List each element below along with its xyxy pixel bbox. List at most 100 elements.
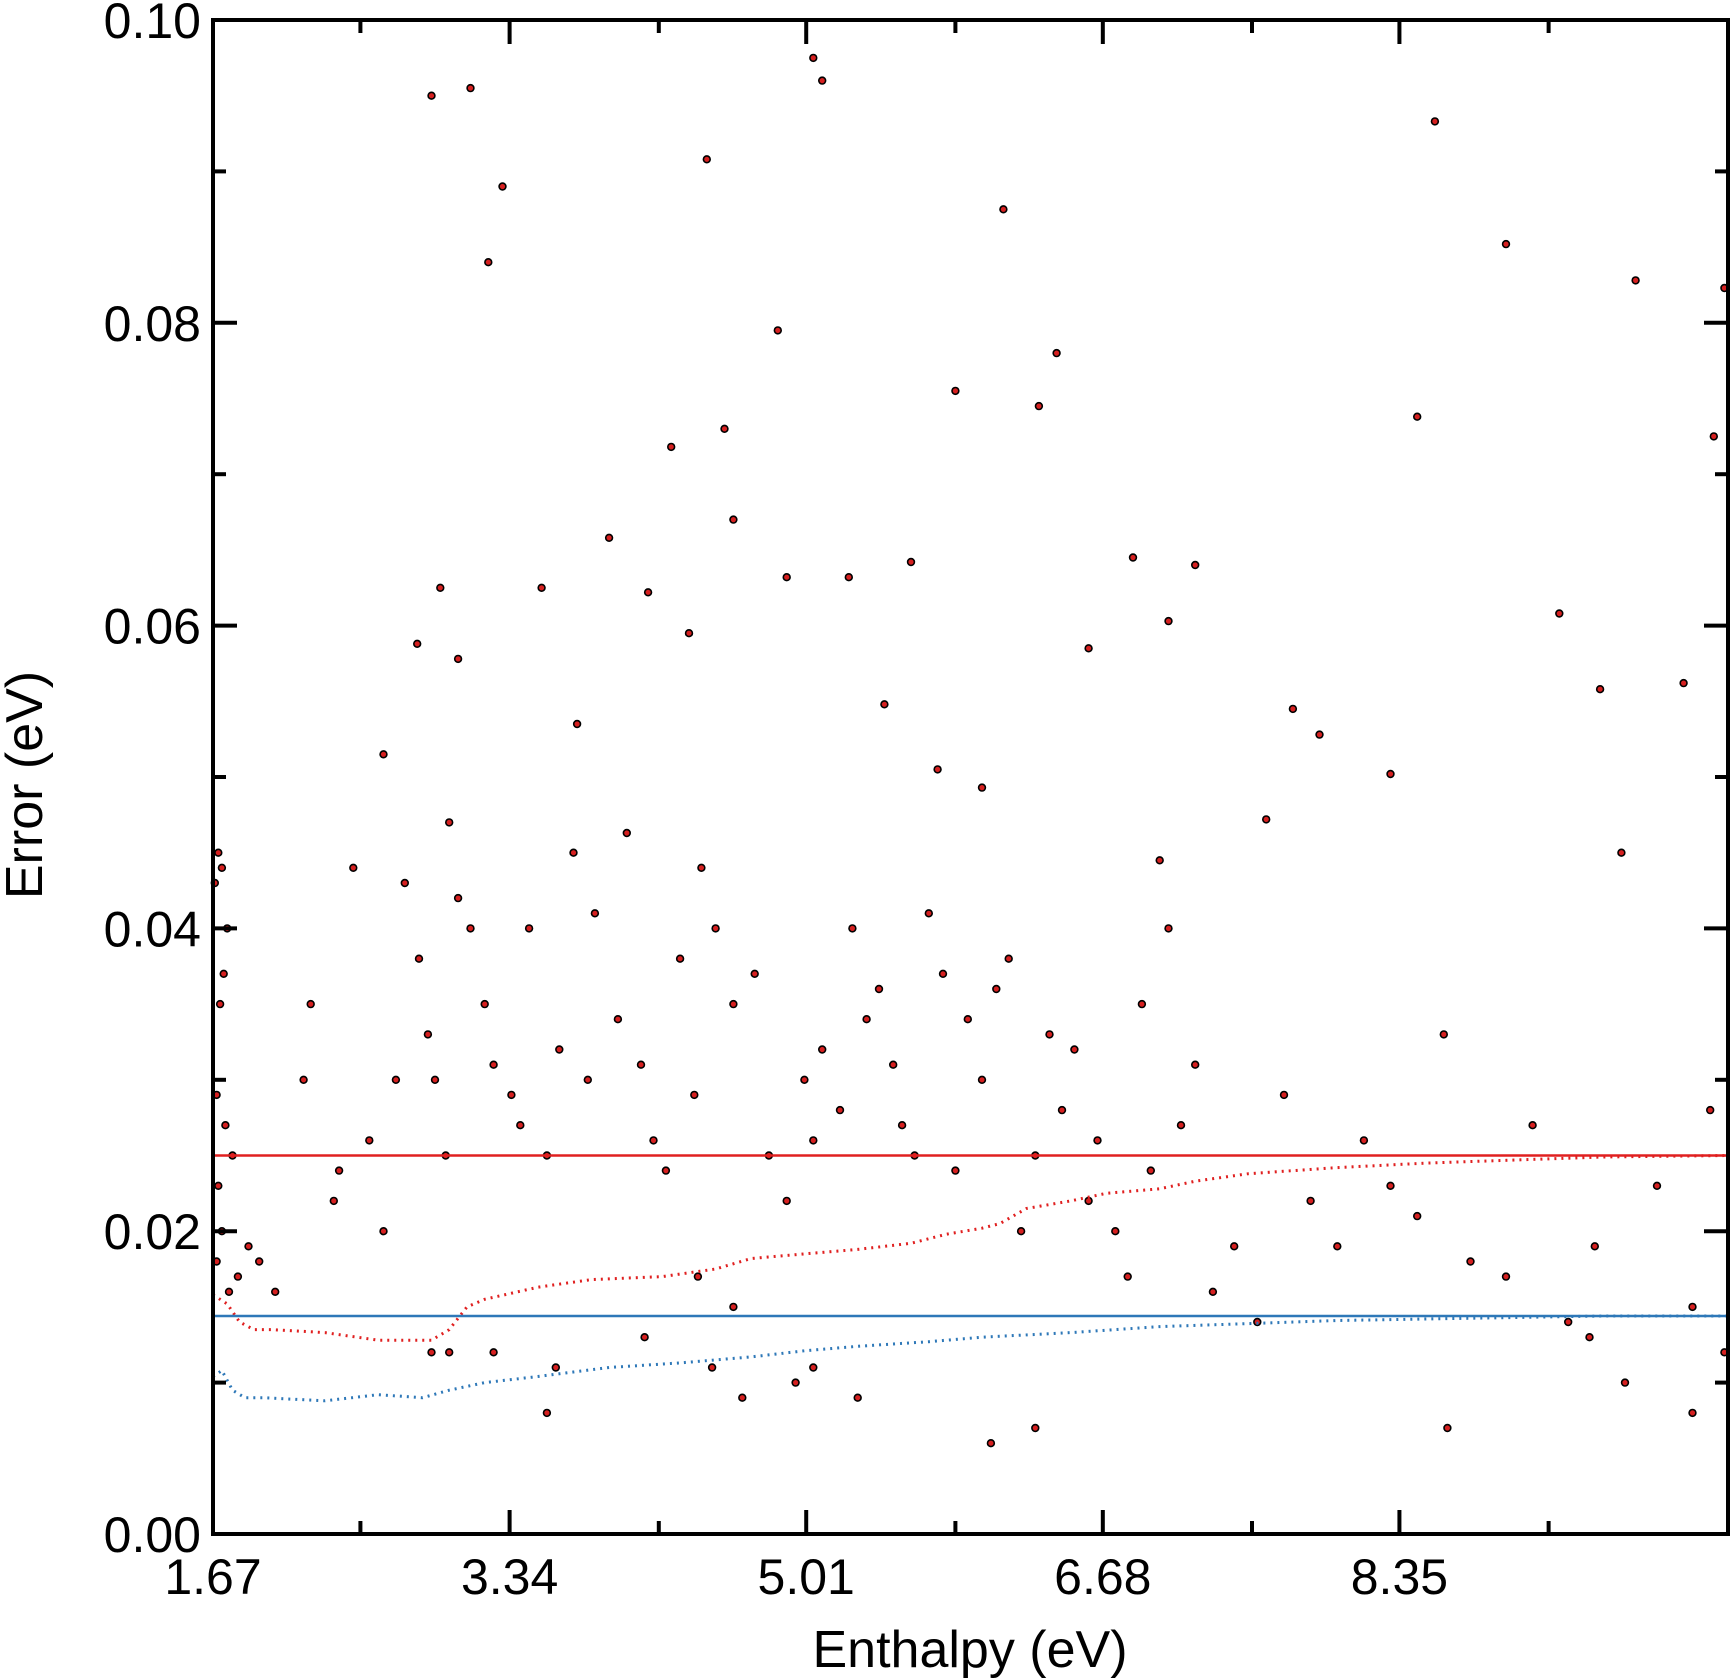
data-point bbox=[1164, 924, 1173, 933]
data-point bbox=[773, 326, 782, 335]
data-point bbox=[1288, 704, 1298, 714]
data-point bbox=[542, 1408, 552, 1418]
data-point bbox=[1386, 1181, 1395, 1191]
data-point bbox=[436, 583, 445, 592]
data-point bbox=[1501, 239, 1511, 249]
data-point bbox=[1688, 1408, 1697, 1418]
data-point bbox=[489, 1060, 498, 1069]
data-point bbox=[507, 1090, 516, 1100]
data-point bbox=[391, 1075, 401, 1085]
data-point bbox=[702, 155, 711, 164]
data-point bbox=[888, 1060, 898, 1069]
data-point bbox=[214, 848, 223, 857]
x-tick-label: 1.67 bbox=[164, 1549, 261, 1605]
data-point bbox=[445, 818, 454, 827]
data-point bbox=[933, 765, 942, 774]
data-point bbox=[537, 583, 546, 592]
data-point bbox=[1070, 1045, 1079, 1054]
data-point bbox=[1084, 644, 1093, 653]
data-point bbox=[1585, 1332, 1594, 1342]
data-point bbox=[1093, 1136, 1102, 1145]
data-point bbox=[299, 1075, 308, 1085]
data-point bbox=[1128, 553, 1138, 562]
data-point bbox=[1412, 412, 1422, 421]
data-point bbox=[1261, 815, 1271, 824]
data-point bbox=[1386, 769, 1395, 779]
data-point bbox=[1705, 1105, 1715, 1115]
data-point bbox=[379, 1226, 388, 1236]
data-point bbox=[445, 1348, 454, 1357]
ticks-layer bbox=[211, 18, 1728, 1536]
data-point bbox=[466, 924, 475, 933]
data-point bbox=[1279, 1090, 1289, 1100]
data-point bbox=[1315, 730, 1324, 739]
data-point bbox=[221, 1120, 230, 1130]
data-point bbox=[306, 999, 315, 1009]
tick-labels-layer: 1.67 3.34 5.01 6.68 8.35 0.00 0.02 0.04 0.06 0.08… bbox=[104, 0, 1448, 1605]
data-point bbox=[874, 984, 884, 994]
data-point bbox=[999, 205, 1008, 214]
data-point bbox=[977, 783, 987, 792]
data-point bbox=[430, 1075, 440, 1085]
x-axis-title: Enthalpy (eV) bbox=[812, 1621, 1127, 1679]
data-point bbox=[1466, 1257, 1475, 1266]
data-point bbox=[729, 999, 738, 1009]
y-tick-label: 0.08 bbox=[104, 296, 201, 352]
data-point bbox=[365, 1136, 374, 1145]
data-point bbox=[800, 1075, 809, 1085]
data-point bbox=[986, 1438, 996, 1448]
data-point bbox=[684, 628, 694, 638]
data-point bbox=[1652, 1181, 1662, 1191]
data-point bbox=[880, 700, 889, 709]
data-point bbox=[693, 1272, 703, 1281]
data-point bbox=[453, 654, 463, 664]
data-point bbox=[1034, 401, 1044, 411]
data-point bbox=[951, 1166, 960, 1175]
data-point bbox=[643, 588, 653, 597]
data-point bbox=[1146, 1166, 1156, 1175]
data-point bbox=[729, 515, 738, 524]
data-point bbox=[1443, 1423, 1452, 1433]
data-point bbox=[791, 1378, 800, 1387]
data-point bbox=[498, 182, 507, 191]
data-point bbox=[1123, 1272, 1132, 1281]
data-point bbox=[1688, 1302, 1697, 1312]
data-point bbox=[1359, 1136, 1369, 1145]
data-point bbox=[427, 1348, 436, 1357]
data-point bbox=[809, 1136, 818, 1145]
data-point bbox=[848, 924, 857, 933]
data-point bbox=[862, 1014, 871, 1024]
data-point bbox=[809, 53, 818, 63]
data-point bbox=[750, 969, 759, 978]
data-point bbox=[720, 424, 729, 433]
data-point bbox=[604, 533, 614, 542]
data-point bbox=[1031, 1423, 1040, 1433]
data-point bbox=[817, 76, 827, 85]
points-layer bbox=[210, 53, 1729, 1448]
data-point bbox=[809, 1363, 818, 1372]
series-line bbox=[212, 1314, 1728, 1403]
data-point bbox=[835, 1105, 845, 1115]
data-point bbox=[782, 1196, 791, 1206]
data-point bbox=[244, 1242, 253, 1251]
data-point bbox=[414, 954, 424, 963]
data-point bbox=[219, 969, 228, 978]
data-point bbox=[349, 863, 358, 872]
data-point bbox=[1176, 1120, 1186, 1130]
y-tick-label: 0.10 bbox=[104, 0, 201, 49]
data-point bbox=[666, 442, 676, 452]
data-point bbox=[516, 1120, 525, 1130]
data-point bbox=[977, 1075, 987, 1085]
series-layer bbox=[212, 1154, 1729, 1403]
data-point bbox=[224, 1287, 234, 1297]
data-point bbox=[590, 909, 600, 918]
data-point bbox=[1004, 954, 1013, 963]
data-point bbox=[1208, 1287, 1218, 1297]
data-point bbox=[640, 1332, 649, 1342]
x-tick-label: 3.34 bbox=[461, 1549, 558, 1605]
data-point bbox=[217, 863, 227, 872]
data-point bbox=[924, 909, 933, 918]
data-point bbox=[1631, 276, 1640, 285]
data-point bbox=[453, 893, 463, 903]
data-point bbox=[1617, 848, 1626, 857]
